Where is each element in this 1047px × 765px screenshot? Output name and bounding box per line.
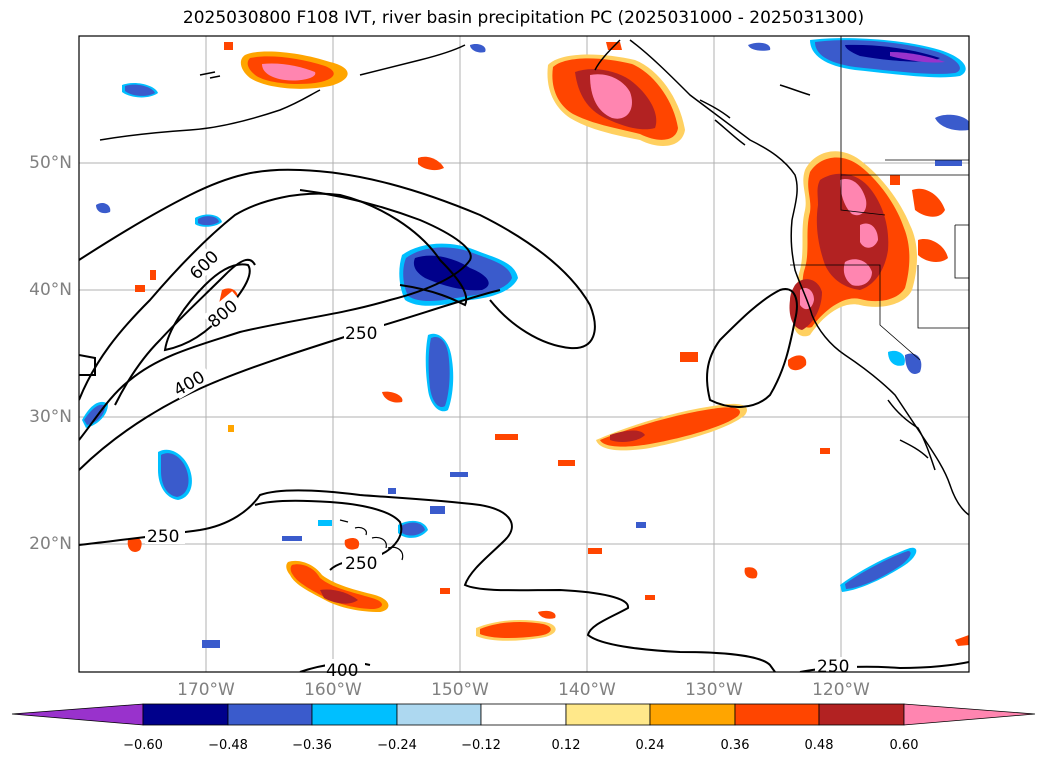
- lat-label-50n: 50°N: [29, 153, 72, 173]
- map-title: 2025030800 F108 IVT, river basin precipi…: [182, 8, 865, 28]
- colorbar-extend-min: [11, 703, 144, 726]
- colorbar-tick: −0.48: [208, 738, 248, 753]
- colorbar-tick: 0.12: [551, 738, 581, 753]
- map-area: [79, 36, 969, 672]
- lon-label-170w: 170°W: [177, 680, 235, 700]
- colorbar-tick: −0.60: [123, 738, 163, 753]
- lon-label-140w: 140°W: [558, 680, 616, 700]
- map-frame: [78, 35, 970, 673]
- colorbar-tick: 0.24: [635, 738, 665, 753]
- colorbar-tick: −0.36: [292, 738, 332, 753]
- contour-label: 250: [147, 527, 179, 547]
- contour-label: 400: [326, 661, 358, 681]
- positive-pc-areas: [127, 42, 969, 646]
- colorbar-tick: 0.48: [804, 738, 834, 753]
- lon-label-120w: 120°W: [812, 680, 870, 700]
- colorbar: [11, 703, 1036, 726]
- colorbar-tick: 0.60: [889, 738, 919, 753]
- contour-label-bg: [145, 246, 857, 672]
- contour-label: 250: [817, 657, 849, 677]
- lon-label-150w: 150°W: [431, 680, 489, 700]
- colorbar-tick: −0.12: [461, 738, 501, 753]
- lon-label-160w: 160°W: [304, 680, 362, 700]
- contour-label: 250: [345, 324, 377, 344]
- lat-label-20n: 20°N: [29, 534, 72, 554]
- colorbar-tick: −0.24: [377, 738, 417, 753]
- lat-label-30n: 30°N: [29, 407, 72, 427]
- state-borders: [790, 36, 969, 361]
- colorbar-tick: 0.36: [720, 738, 750, 753]
- contour-label: 250: [345, 554, 377, 574]
- lon-label-130w: 130°W: [685, 680, 743, 700]
- lat-label-40n: 40°N: [29, 280, 72, 300]
- coastlines: [99, 39, 969, 516]
- colorbar-extend-max: [903, 703, 1036, 726]
